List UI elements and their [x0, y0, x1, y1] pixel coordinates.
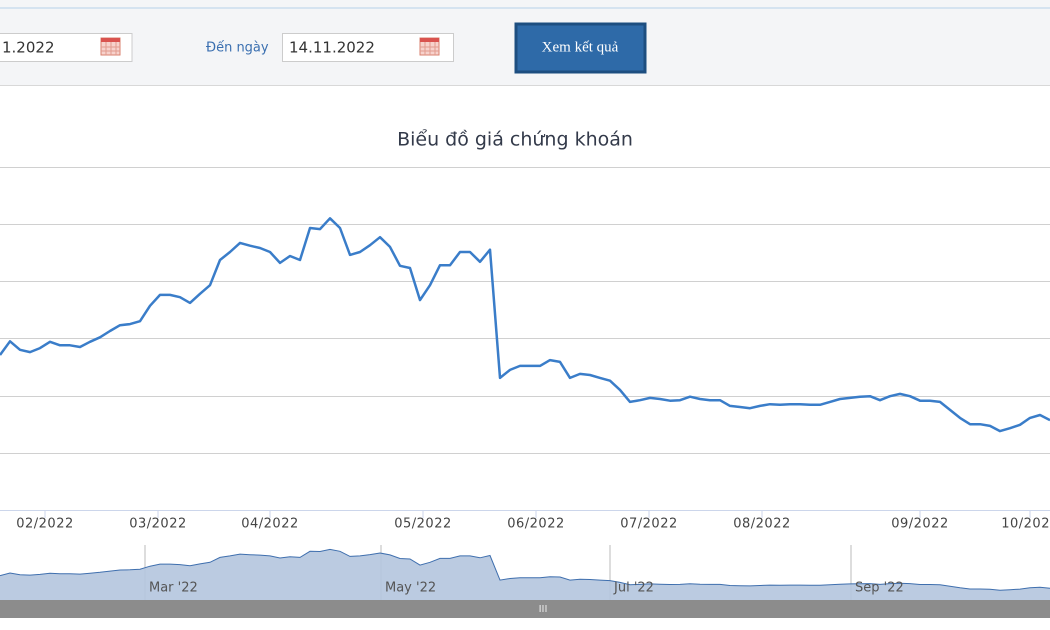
x-tick-label: 05/2022: [394, 517, 452, 532]
scrollbar[interactable]: [0, 600, 1050, 618]
price-line: [0, 217, 1050, 433]
x-tick-label: 10/2022: [1001, 517, 1050, 532]
chart-title: Biểu đồ giá chứng khoán: [397, 129, 633, 151]
navigator-label: Mar '22: [149, 581, 198, 596]
from-date-text: 1.2022: [2, 39, 55, 57]
x-tick-label: 03/2022: [129, 517, 187, 532]
navigator-line: [0, 548, 1050, 591]
scrollbar-grip[interactable]: III: [539, 604, 548, 615]
x-tick-label: 06/2022: [507, 517, 565, 532]
navigator-area: [0, 549, 1050, 600]
navigator-label: Sep '22: [855, 581, 904, 596]
navigator-label: Jul '22: [613, 581, 654, 596]
to-date-label: Đến ngày: [206, 41, 269, 56]
navigator-label: May '22: [385, 581, 436, 596]
button-label: Xem kết quả: [542, 39, 619, 55]
x-tick-label: 07/2022: [620, 517, 678, 532]
to-date-text: 14.11.2022: [289, 39, 375, 57]
calendar-icon[interactable]: [100, 37, 121, 56]
calendar-icon[interactable]: [419, 37, 440, 56]
x-tick-label: 04/2022: [241, 517, 299, 532]
x-tick-label: 08/2022: [733, 517, 791, 532]
x-tick-label: 09/2022: [891, 517, 949, 532]
submit-button[interactable]: [514, 22, 647, 74]
x-tick-label: 02/2022: [16, 517, 74, 532]
